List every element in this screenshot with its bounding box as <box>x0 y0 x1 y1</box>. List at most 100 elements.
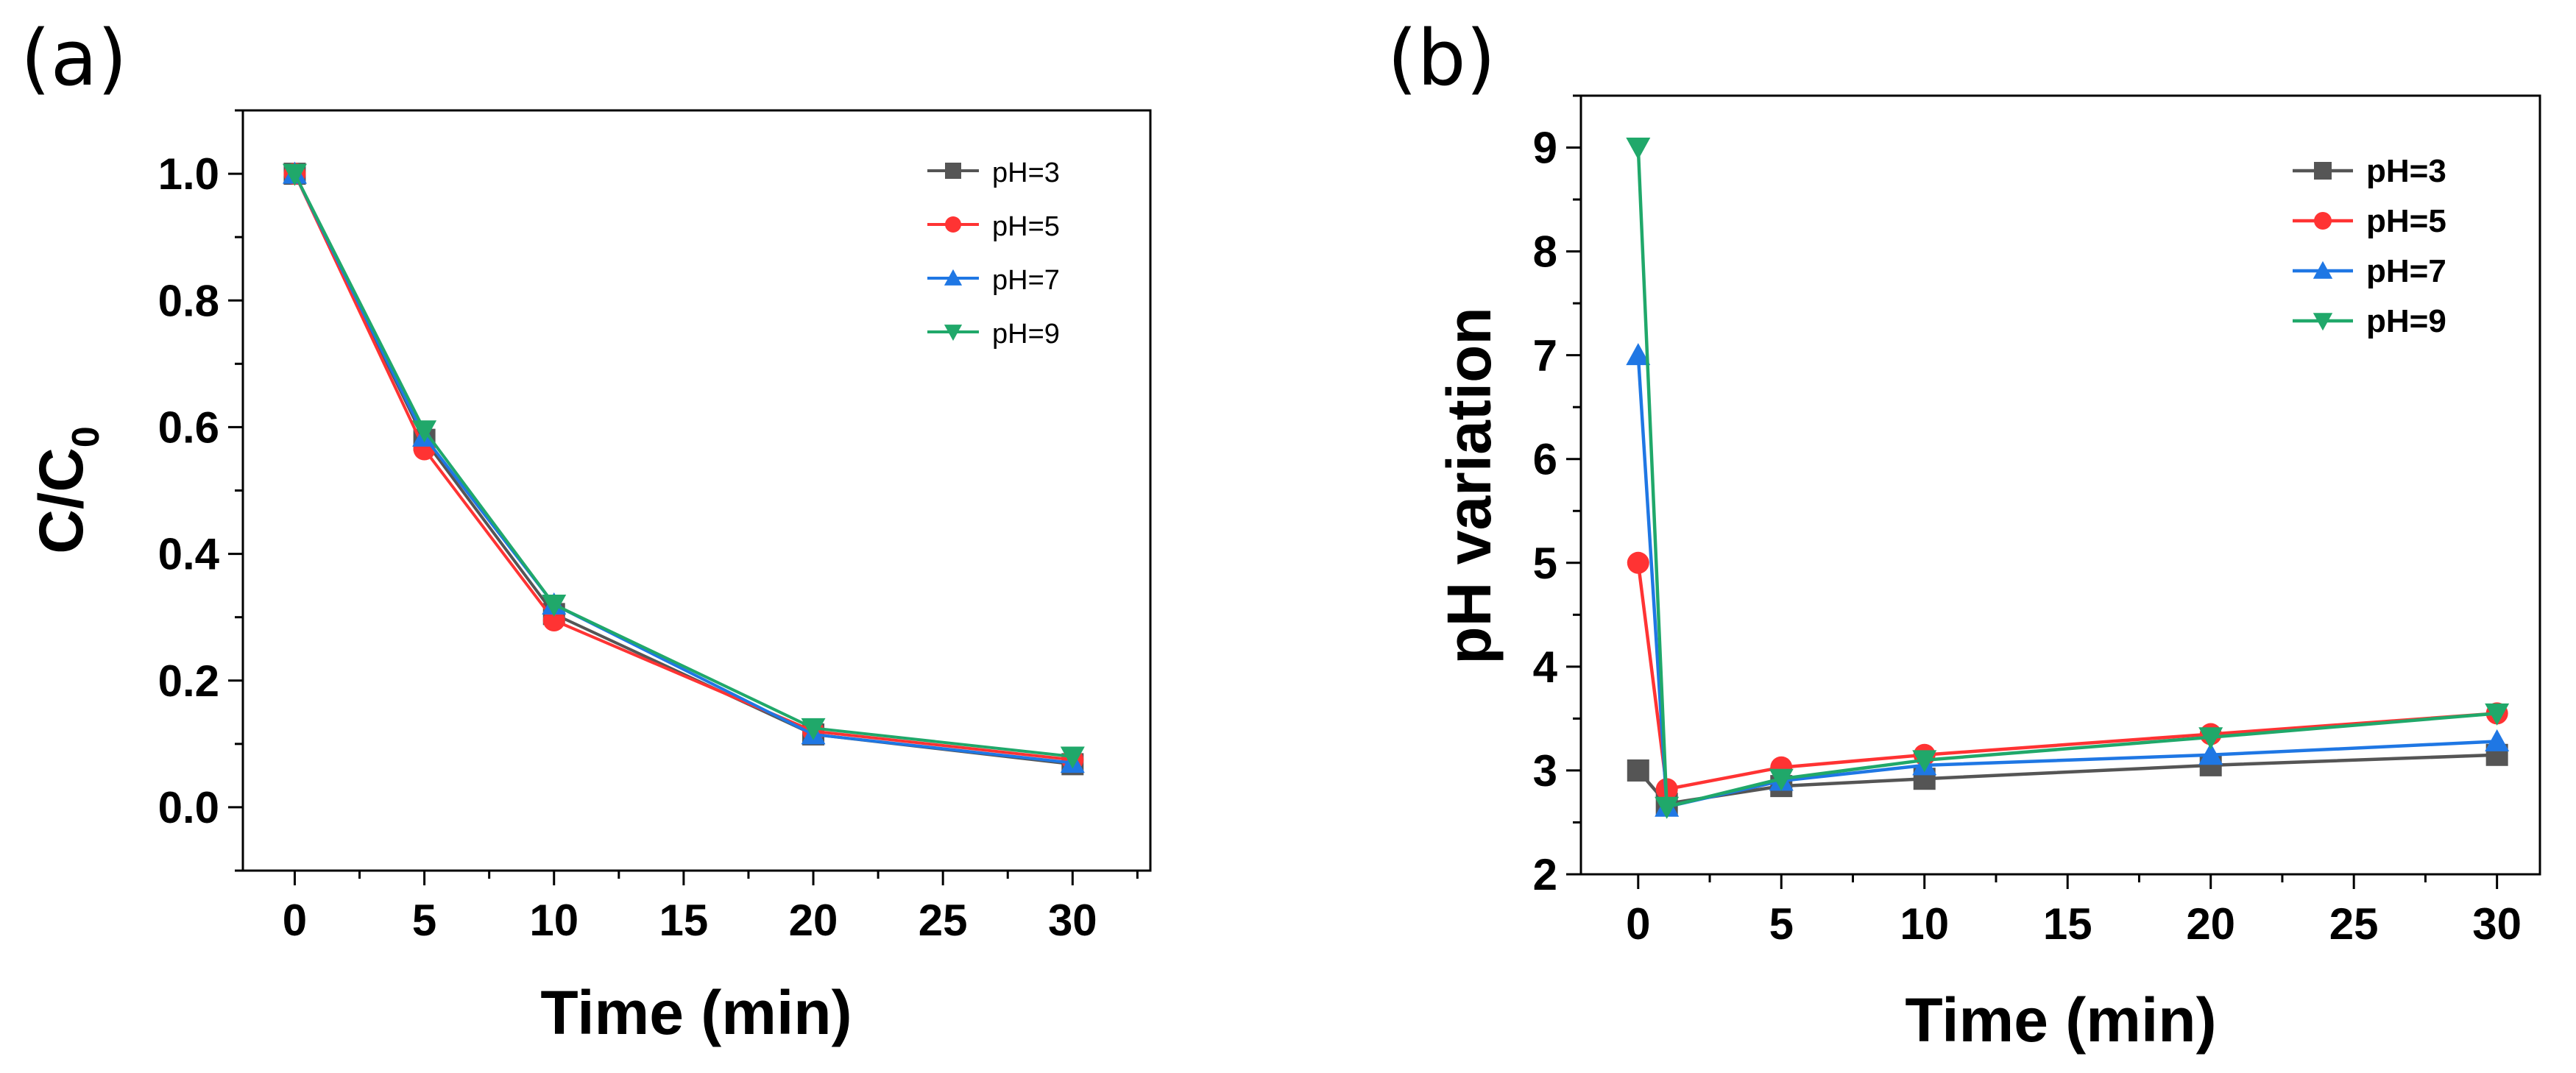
x-tick-label: 0 <box>1626 899 1650 949</box>
x-tick-label: 10 <box>529 896 578 945</box>
x-tick-label: 30 <box>1048 896 1097 945</box>
data-point <box>2198 727 2223 750</box>
panel-b: (b) 0 5 10 15 20 25 30 2 3 4 5 6 7 8 9 Time (min) pH … <box>1387 13 2541 1055</box>
y-tick-label: 1.0 <box>158 149 219 199</box>
data-point <box>1627 759 1649 782</box>
y-tick-label: 4 <box>1533 642 1558 692</box>
y-tick-label: 6 <box>1533 435 1557 484</box>
legend-item: pH=7 <box>927 265 1060 296</box>
legend-marker <box>944 269 963 286</box>
panel-a-y-ticks: 0.0 0.2 0.4 0.6 0.8 1.0 <box>158 109 243 872</box>
legend-label: pH=9 <box>992 319 1060 350</box>
y-tick-label: 7 <box>1533 331 1557 380</box>
svg-text:C/C0: C/C0 <box>26 426 107 554</box>
series-pH-3 <box>283 163 1084 776</box>
data-point <box>2485 703 2510 726</box>
series-line <box>1636 562 2497 791</box>
data-point <box>1626 343 1651 366</box>
data-point <box>2485 729 2510 751</box>
x-tick-label: 20 <box>789 896 838 945</box>
x-tick-label: 10 <box>1900 899 1949 949</box>
panel-b-y-axis-title: pH variation <box>1434 307 1504 664</box>
y-tick-label: 5 <box>1533 539 1557 588</box>
legend-marker <box>2314 162 2332 180</box>
legend-item: pH=7 <box>2293 253 2446 289</box>
legend-label: pH=5 <box>992 211 1060 242</box>
legend-marker <box>2313 261 2333 279</box>
series-line <box>1636 355 2497 809</box>
y-tick-label: 0.2 <box>158 656 219 706</box>
legend-item: pH=9 <box>2293 303 2446 339</box>
series-pH-3 <box>1627 743 2508 815</box>
legend-marker <box>945 163 961 179</box>
x-tick-label: 0 <box>283 896 307 945</box>
panel-b-plot-frame <box>1579 94 2541 876</box>
panel-b-x-ticks: 0 5 10 15 20 25 30 <box>1626 874 2522 949</box>
legend-label: pH=7 <box>992 265 1060 296</box>
data-point <box>1626 138 1651 160</box>
data-point <box>1912 750 1937 773</box>
data-point <box>1655 796 1680 819</box>
panel-a-y-axis-title: C/C <box>26 447 96 554</box>
series-pH-9 <box>282 163 1085 769</box>
legend-item: pH=3 <box>2293 153 2446 189</box>
series-pH-5 <box>283 163 1084 771</box>
y-tick-label: 8 <box>1533 227 1557 277</box>
series-line <box>1637 753 2497 806</box>
series-line <box>293 173 1073 762</box>
panel-a-legend: pH=3 pH=5 pH=7 pH=9 <box>927 157 1060 350</box>
x-tick-label: 15 <box>659 896 709 945</box>
legend-item: pH=3 <box>927 157 1060 188</box>
y-tick-label: 0.8 <box>158 276 219 325</box>
legend-item: pH=5 <box>2293 203 2446 239</box>
series-pH-7 <box>282 161 1085 773</box>
legend-marker <box>2313 313 2333 331</box>
data-point <box>801 718 826 740</box>
data-point <box>412 420 437 443</box>
legend-label: pH=3 <box>2366 153 2446 189</box>
data-point <box>1060 746 1085 769</box>
panel-b-y-ticks: 2 3 4 5 6 7 8 9 <box>1533 94 1581 899</box>
x-tick-label: 5 <box>412 896 436 945</box>
x-tick-label: 30 <box>2472 899 2522 949</box>
panel-b-label: (b) <box>1387 13 1496 103</box>
panel-a-x-ticks: 0 5 10 15 20 25 30 <box>283 871 1139 945</box>
series-pH-9 <box>1626 138 2510 819</box>
legend-marker <box>945 216 961 233</box>
y-tick-label: 3 <box>1533 746 1557 796</box>
legend-marker <box>944 325 963 341</box>
panel-b-x-axis-title: Time (min) <box>1905 985 2216 1055</box>
data-point <box>1627 551 1649 574</box>
x-tick-label: 20 <box>2186 899 2235 949</box>
legend-label: pH=7 <box>2366 253 2446 289</box>
x-tick-label: 25 <box>2329 899 2379 949</box>
x-tick-label: 15 <box>2043 899 2092 949</box>
panel-b-series <box>1626 138 2510 819</box>
legend-label: pH=5 <box>2366 203 2446 239</box>
panel-a-y-axis-subscript: 0 <box>65 426 107 447</box>
panel-a-x-axis-title: Time (min) <box>540 978 852 1047</box>
data-point <box>542 609 565 631</box>
x-tick-label: 5 <box>1769 899 1794 949</box>
panel-a-label: (a) <box>21 13 127 103</box>
data-point <box>282 163 307 186</box>
data-point <box>2198 743 2223 765</box>
legend-item: pH=9 <box>927 319 1060 350</box>
legend-label: pH=9 <box>2366 303 2446 339</box>
panel-b-legend: pH=3 pH=5 pH=7 pH=9 <box>2293 153 2446 339</box>
y-tick-label: 0.6 <box>158 403 219 452</box>
panel-a-series <box>282 161 1085 776</box>
y-tick-label: 0.4 <box>158 530 220 579</box>
y-tick-label: 9 <box>1533 124 1557 173</box>
panel-a-y-axis-title-group: C/C0 <box>26 426 107 554</box>
legend-item: pH=5 <box>927 211 1060 242</box>
legend-marker <box>2314 212 2332 230</box>
data-point <box>542 594 567 617</box>
data-point <box>1769 768 1794 791</box>
x-tick-label: 25 <box>919 896 968 945</box>
legend-label: pH=3 <box>992 157 1060 188</box>
series-line <box>1636 147 2497 809</box>
panel-a: (a) 0 5 10 15 20 25 30 0.0 0.2 0.4 0.6 0.8 1.0 Time… <box>21 13 1152 1047</box>
y-tick-label: 0.0 <box>158 783 219 832</box>
